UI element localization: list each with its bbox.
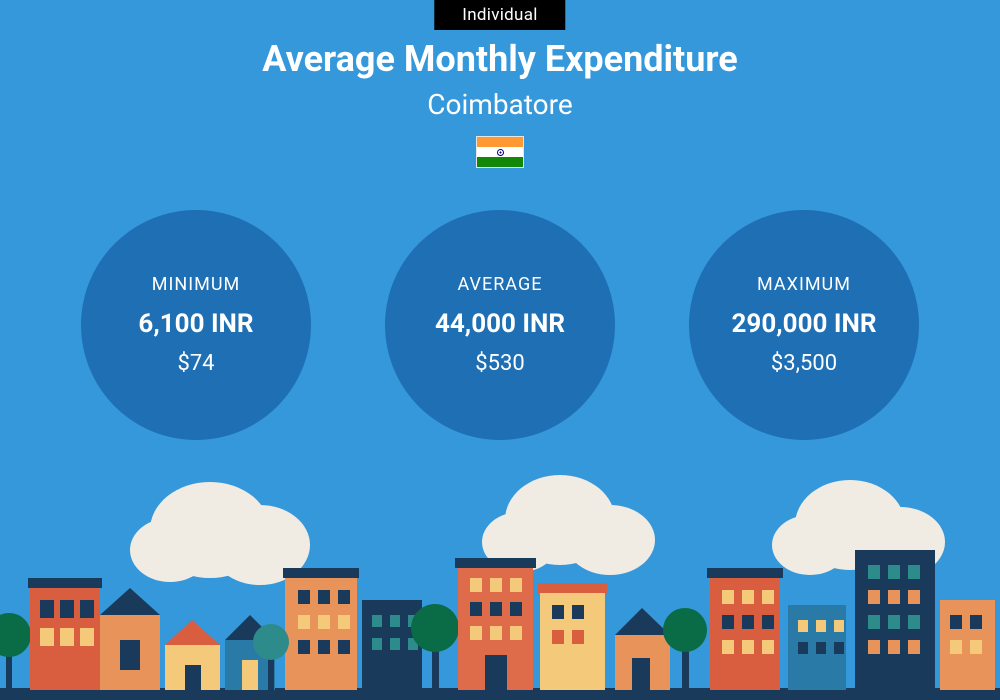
house-icon xyxy=(615,608,670,690)
stat-circle-maximum: MAXIMUM 290,000 INR $3,500 xyxy=(689,210,919,440)
flag-stripe-saffron xyxy=(477,137,523,147)
flag-stripe-green xyxy=(477,157,523,167)
stat-label: MAXIMUM xyxy=(757,274,851,295)
stat-circle-average: AVERAGE 44,000 INR $530 xyxy=(385,210,615,440)
stat-label: MINIMUM xyxy=(152,274,240,295)
building-icon xyxy=(538,583,607,690)
city-subtitle: Coimbatore xyxy=(0,88,1000,121)
building-icon xyxy=(455,558,536,690)
stat-usd: $3,500 xyxy=(771,351,837,376)
category-tag: Individual xyxy=(434,0,565,30)
stat-circle-minimum: MINIMUM 6,100 INR $74 xyxy=(81,210,311,440)
flag-stripe-white xyxy=(477,147,523,157)
stat-circles-row: MINIMUM 6,100 INR $74 AVERAGE 44,000 INR… xyxy=(0,210,1000,440)
building-icon xyxy=(100,588,160,690)
building-icon xyxy=(283,568,359,690)
tree-icon xyxy=(0,613,31,690)
stat-label: AVERAGE xyxy=(458,274,543,295)
stat-usd: $74 xyxy=(177,351,214,376)
stat-inr: 6,100 INR xyxy=(138,309,253,339)
cityscape-illustration xyxy=(0,470,1000,700)
infographic-canvas: Individual Average Monthly Expenditure C… xyxy=(0,0,1000,700)
stat-usd: $530 xyxy=(475,351,524,376)
building-icon xyxy=(707,568,783,690)
building-icon xyxy=(855,550,935,690)
building-icon xyxy=(362,600,422,690)
building-icon xyxy=(940,600,995,690)
building-icon xyxy=(28,578,102,690)
stat-inr: 290,000 INR xyxy=(732,309,877,339)
ashoka-chakra-icon xyxy=(497,149,504,156)
main-title: Average Monthly Expenditure xyxy=(0,38,1000,80)
india-flag-icon xyxy=(476,136,524,168)
building-icon xyxy=(788,605,846,690)
stat-inr: 44,000 INR xyxy=(435,309,565,339)
house-icon xyxy=(165,620,220,690)
